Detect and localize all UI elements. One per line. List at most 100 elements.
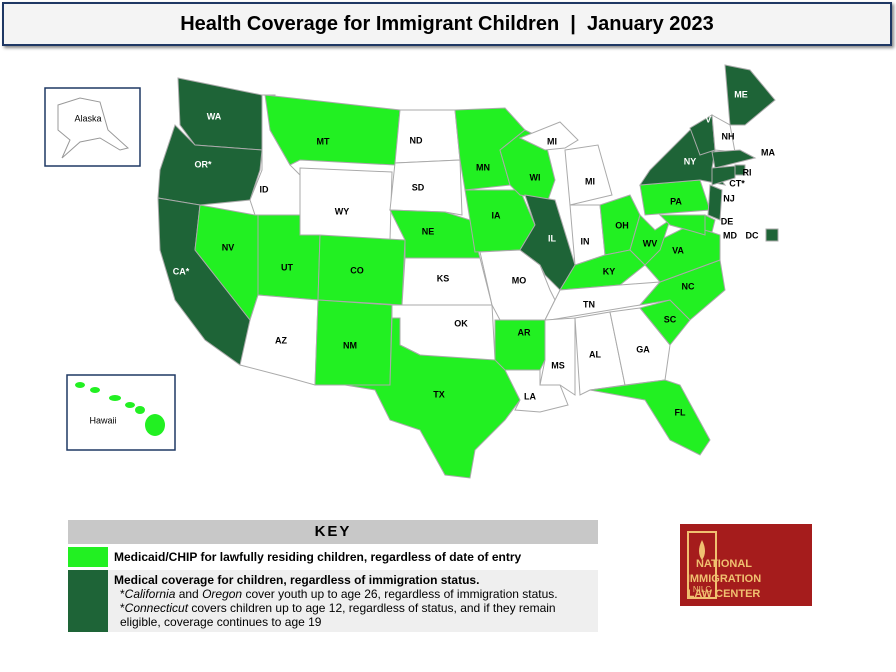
- state-label: GA: [636, 344, 650, 354]
- key-title: KEY: [68, 520, 598, 544]
- state-label: VT: [705, 114, 717, 124]
- state-label: TN: [583, 299, 595, 309]
- state-label: NY: [684, 156, 697, 166]
- n: covers children up to age 12, regardless…: [120, 601, 556, 629]
- logo-line: LAW CENTER: [688, 588, 761, 600]
- state-label: CA*: [173, 266, 190, 276]
- state-label: IL: [548, 233, 557, 243]
- state-label: WA: [207, 111, 222, 121]
- state-label: AL: [589, 349, 601, 359]
- hawaii-inset: [66, 374, 176, 451]
- logo-flame: [699, 540, 705, 560]
- state-label: MI: [547, 136, 557, 146]
- key-text-main: Medical coverage for children, regardles…: [114, 573, 480, 587]
- state: [518, 121, 579, 151]
- state-label: OH: [615, 220, 629, 230]
- state-label: NV: [222, 242, 235, 252]
- key-row: Medicaid/CHIP for lawfully residing chil…: [68, 547, 598, 567]
- state-label: LA: [524, 391, 536, 401]
- state-label: NJ: [723, 193, 735, 203]
- states: WA OR* CA* ID NV MT WY UT AZ CO NM ND SD NE KS OK TX MN IA…: [157, 64, 779, 479]
- hawaii-shape: [75, 382, 165, 436]
- state-label: DC: [746, 230, 759, 240]
- state: [724, 64, 776, 126]
- logo-text: NATIONAL IMMIGRATION LAW CENTER: [687, 558, 761, 600]
- logo-badge: NILC: [693, 585, 711, 594]
- state: [707, 184, 723, 221]
- state-label: RI: [743, 167, 752, 177]
- state: [389, 159, 463, 216]
- n: Oregon: [202, 587, 243, 601]
- state: [344, 317, 521, 479]
- state: [299, 167, 393, 241]
- state: [569, 204, 606, 266]
- n: *: [120, 601, 125, 615]
- state-label: NC: [682, 281, 695, 291]
- key-text: Medical coverage for children, regardles…: [108, 570, 598, 632]
- title: Health Coverage for Immigrant Children |…: [2, 2, 892, 46]
- state: [544, 281, 662, 321]
- state-label: MO: [512, 275, 527, 285]
- state-label: ME: [734, 89, 748, 99]
- state: [658, 214, 706, 236]
- state: [539, 317, 576, 396]
- state-label: MT: [317, 136, 330, 146]
- state-label: MI: [585, 176, 595, 186]
- state-label: ID: [260, 184, 270, 194]
- state: [629, 214, 671, 266]
- state: [564, 144, 613, 206]
- key: KEY Medicaid/CHIP for lawfully residing …: [68, 520, 598, 632]
- state-label: VA: [672, 245, 684, 255]
- logo-line: NATIONAL: [696, 558, 752, 570]
- state-label: FL: [675, 407, 686, 417]
- state-label: CO: [350, 265, 364, 275]
- state-label: MA: [761, 147, 775, 157]
- state-label: OK: [454, 318, 468, 328]
- state-label: MN: [476, 162, 490, 172]
- state-label: IA: [492, 210, 502, 220]
- logo-line: IMMIGRATION: [687, 573, 761, 585]
- key-swatch: [68, 547, 108, 567]
- state-label: AZ: [275, 335, 287, 345]
- state-label: IN: [581, 236, 590, 246]
- n: California: [124, 587, 176, 601]
- state: [264, 94, 401, 166]
- n: cover youth up to age 26, regardless of …: [242, 587, 558, 601]
- state: [589, 379, 711, 456]
- state-label: CT*: [729, 178, 745, 188]
- n: and: [175, 587, 203, 601]
- state-label: ND: [410, 135, 423, 145]
- state: [504, 369, 569, 413]
- state-label: TX: [433, 389, 445, 399]
- state-label: WY: [335, 206, 350, 216]
- key-text: Medicaid/CHIP for lawfully residing chil…: [114, 550, 522, 564]
- state-label: OR*: [194, 159, 212, 169]
- state: [711, 149, 757, 169]
- state-label: SD: [412, 182, 425, 192]
- n: *: [120, 587, 125, 601]
- logo: [680, 524, 812, 606]
- state: [519, 194, 576, 291]
- state-label: KS: [437, 273, 450, 283]
- logo-emblem: [687, 531, 717, 599]
- key-note: *California and Oregon cover youth up to…: [114, 587, 592, 601]
- state: [765, 228, 779, 242]
- alaska-label: Alaska: [74, 113, 101, 123]
- state-label: NE: [422, 226, 435, 236]
- state-label: UT: [281, 262, 293, 272]
- state: [394, 109, 461, 164]
- n: Connecticut: [124, 601, 189, 615]
- state-label: MD: [723, 230, 737, 240]
- key-row: Medical coverage for children, regardles…: [68, 570, 598, 632]
- state-label: WI: [530, 172, 541, 182]
- state-label: WV: [643, 238, 658, 248]
- key-note: *Connecticut covers children up to age 1…: [114, 601, 592, 629]
- state-label: KY: [603, 266, 616, 276]
- state-label: SC: [664, 314, 677, 324]
- state-label: AR: [518, 327, 531, 337]
- state-label: DE: [721, 216, 734, 226]
- state-label: NM: [343, 340, 357, 350]
- state: [711, 165, 736, 186]
